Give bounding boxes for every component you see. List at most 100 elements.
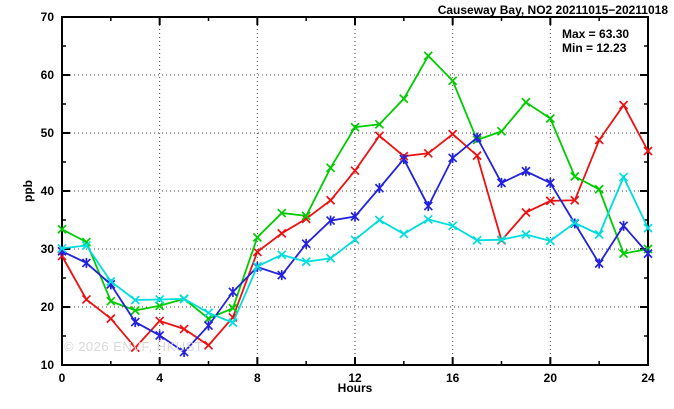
cyan-line-marker xyxy=(594,229,604,240)
red-line-marker xyxy=(545,196,555,206)
marker-center xyxy=(85,240,88,244)
red-line-marker xyxy=(252,247,262,257)
watermark-text: © 2026 ENVF, HKUST xyxy=(64,339,204,354)
blue-line-marker xyxy=(301,238,311,249)
marker-center xyxy=(378,134,381,138)
green-line-marker xyxy=(570,171,580,182)
cyan-line-marker xyxy=(106,276,116,287)
marker-center xyxy=(158,298,161,301)
marker-center xyxy=(133,320,137,324)
cyan-line-marker xyxy=(399,229,409,239)
x-tick-label: 12 xyxy=(348,371,362,385)
blue-line-marker xyxy=(448,152,458,163)
cyan-line-marker xyxy=(252,261,262,272)
marker-center xyxy=(207,317,210,320)
series-blue-line xyxy=(57,132,653,358)
y-tick-label: 10 xyxy=(40,358,54,372)
marker-center xyxy=(280,253,284,257)
marker-center xyxy=(133,309,137,312)
y-tick-label: 70 xyxy=(40,10,54,24)
blue-line-marker xyxy=(130,317,140,328)
marker-center xyxy=(280,211,284,215)
marker-center xyxy=(402,97,406,101)
marker-center xyxy=(475,239,479,242)
red-line-marker xyxy=(374,131,385,141)
red-line-marker xyxy=(472,151,482,161)
marker-center xyxy=(524,169,528,173)
marker-center xyxy=(182,350,186,354)
cyan-line-marker xyxy=(130,295,140,305)
green-line-marker xyxy=(448,76,458,86)
marker-center xyxy=(109,280,113,283)
red-line-marker xyxy=(155,316,165,326)
marker-center xyxy=(304,260,308,264)
marker-center xyxy=(549,199,552,203)
blue-line-marker xyxy=(399,154,409,165)
marker-center xyxy=(573,221,577,225)
green-line-marker xyxy=(350,122,360,132)
marker-center xyxy=(426,54,430,58)
marker-center xyxy=(329,166,332,170)
marker-center xyxy=(304,217,308,221)
marker-center xyxy=(378,186,381,190)
marker-center xyxy=(549,239,552,243)
y-tick-label: 30 xyxy=(40,242,54,256)
marker-center xyxy=(182,297,186,301)
marker-center xyxy=(426,218,430,221)
marker-center xyxy=(158,334,161,337)
cyan-line-marker xyxy=(496,235,507,245)
cyan-line-marker xyxy=(643,223,653,233)
green-line-marker xyxy=(277,208,287,218)
marker-center xyxy=(109,299,113,303)
cyan-line-marker xyxy=(545,236,555,246)
marker-center xyxy=(158,319,161,323)
chart-title: Causeway Bay, NO2 20211015−20211018 xyxy=(437,3,668,17)
red-line-marker xyxy=(643,146,653,156)
marker-center xyxy=(646,226,650,230)
marker-center xyxy=(500,181,503,185)
blue-line-marker xyxy=(325,215,336,226)
x-tick-label: 0 xyxy=(58,371,66,385)
green-line-marker xyxy=(57,224,67,234)
marker-center xyxy=(549,181,552,185)
green-line-marker xyxy=(496,126,507,136)
marker-center xyxy=(646,149,650,153)
blue-line-marker xyxy=(374,183,385,194)
blue-line-marker xyxy=(277,270,287,281)
marker-center xyxy=(60,227,64,231)
marker-center xyxy=(524,100,528,104)
marker-center xyxy=(451,79,454,83)
marker-center xyxy=(353,238,357,242)
marker-center xyxy=(451,156,454,160)
marker-center xyxy=(231,306,235,310)
y-tick-label: 50 xyxy=(40,126,54,140)
x-tick-label: 20 xyxy=(543,371,557,385)
green-line-marker xyxy=(301,211,311,221)
marker-center xyxy=(549,117,552,120)
green-line-marker xyxy=(130,305,140,316)
cyan-line-marker xyxy=(570,218,580,228)
blue-line-marker xyxy=(545,177,555,188)
marker-center xyxy=(451,132,454,136)
marker-center xyxy=(329,219,332,222)
marker-center xyxy=(402,157,406,161)
blue-line-marker xyxy=(643,248,653,259)
red-line-marker xyxy=(448,129,458,139)
cyan-line-marker xyxy=(57,243,67,254)
red-line-marker xyxy=(130,342,140,353)
x-tick-label: 8 xyxy=(253,371,261,385)
cyan-line-marker xyxy=(618,172,629,182)
marker-center xyxy=(60,250,64,253)
blue-line-marker xyxy=(423,201,433,212)
marker-center xyxy=(133,346,137,349)
y-tick-label: 40 xyxy=(40,184,54,198)
marker-center xyxy=(475,136,479,139)
marker-center xyxy=(304,214,308,218)
marker-center xyxy=(378,123,381,126)
cyan-line-marker xyxy=(179,294,189,304)
green-line-marker xyxy=(594,184,604,194)
max-annotation: Max = 63.30 xyxy=(562,27,630,41)
marker-center xyxy=(524,211,528,214)
